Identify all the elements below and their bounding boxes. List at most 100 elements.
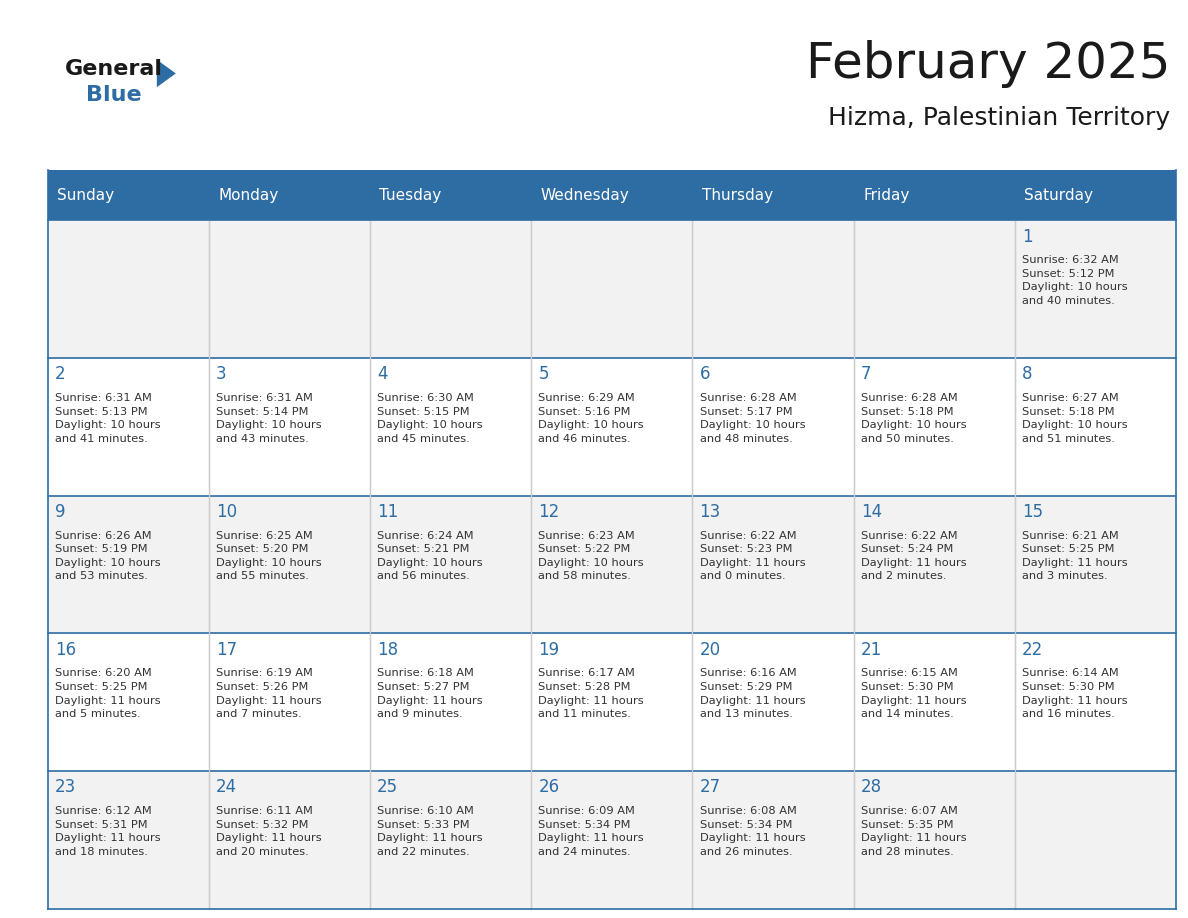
Text: Sunrise: 6:24 AM
Sunset: 5:21 PM
Daylight: 10 hours
and 56 minutes.: Sunrise: 6:24 AM Sunset: 5:21 PM Dayligh… [377,531,482,581]
Text: Blue: Blue [86,84,141,105]
Bar [209,633,369,771]
Bar [209,771,369,909]
Bar [48,633,209,771]
Bar [693,170,854,220]
Bar [48,496,209,633]
Text: Sunrise: 6:22 AM
Sunset: 5:24 PM
Daylight: 11 hours
and 2 minutes.: Sunrise: 6:22 AM Sunset: 5:24 PM Dayligh… [861,531,966,581]
Text: 25: 25 [377,778,398,797]
Bar [854,633,1015,771]
Text: Sunrise: 6:18 AM
Sunset: 5:27 PM
Daylight: 11 hours
and 9 minutes.: Sunrise: 6:18 AM Sunset: 5:27 PM Dayligh… [377,668,482,719]
Text: Sunrise: 6:07 AM
Sunset: 5:35 PM
Daylight: 11 hours
and 28 minutes.: Sunrise: 6:07 AM Sunset: 5:35 PM Dayligh… [861,806,966,856]
Text: 24: 24 [216,778,236,797]
Text: Sunrise: 6:27 AM
Sunset: 5:18 PM
Daylight: 10 hours
and 51 minutes.: Sunrise: 6:27 AM Sunset: 5:18 PM Dayligh… [1022,393,1127,443]
Text: Sunrise: 6:15 AM
Sunset: 5:30 PM
Daylight: 11 hours
and 14 minutes.: Sunrise: 6:15 AM Sunset: 5:30 PM Dayligh… [861,668,966,719]
Text: 9: 9 [55,503,65,521]
Text: February 2025: February 2025 [805,40,1170,88]
Bar [693,358,854,496]
Text: 2: 2 [55,365,65,384]
Bar [48,771,209,909]
Bar [1015,220,1176,358]
Text: Sunrise: 6:12 AM
Sunset: 5:31 PM
Daylight: 11 hours
and 18 minutes.: Sunrise: 6:12 AM Sunset: 5:31 PM Dayligh… [55,806,160,856]
Text: 3: 3 [216,365,227,384]
Text: 11: 11 [377,503,398,521]
Bar [1015,771,1176,909]
Polygon shape [157,60,176,87]
Text: General: General [65,59,163,79]
Bar [531,633,693,771]
Text: Sunrise: 6:20 AM
Sunset: 5:25 PM
Daylight: 11 hours
and 5 minutes.: Sunrise: 6:20 AM Sunset: 5:25 PM Dayligh… [55,668,160,719]
Text: Sunrise: 6:25 AM
Sunset: 5:20 PM
Daylight: 10 hours
and 55 minutes.: Sunrise: 6:25 AM Sunset: 5:20 PM Dayligh… [216,531,322,581]
Text: 28: 28 [861,778,881,797]
Text: Sunrise: 6:31 AM
Sunset: 5:14 PM
Daylight: 10 hours
and 43 minutes.: Sunrise: 6:31 AM Sunset: 5:14 PM Dayligh… [216,393,322,443]
Bar [693,771,854,909]
Bar [693,633,854,771]
Bar [531,771,693,909]
Text: 5: 5 [538,365,549,384]
Text: Sunrise: 6:08 AM
Sunset: 5:34 PM
Daylight: 11 hours
and 26 minutes.: Sunrise: 6:08 AM Sunset: 5:34 PM Dayligh… [700,806,805,856]
Text: 13: 13 [700,503,721,521]
Bar [854,358,1015,496]
Text: 7: 7 [861,365,871,384]
Text: Sunrise: 6:30 AM
Sunset: 5:15 PM
Daylight: 10 hours
and 45 minutes.: Sunrise: 6:30 AM Sunset: 5:15 PM Dayligh… [377,393,482,443]
Text: Sunrise: 6:28 AM
Sunset: 5:17 PM
Daylight: 10 hours
and 48 minutes.: Sunrise: 6:28 AM Sunset: 5:17 PM Dayligh… [700,393,805,443]
Bar [531,496,693,633]
Text: Sunrise: 6:11 AM
Sunset: 5:32 PM
Daylight: 11 hours
and 20 minutes.: Sunrise: 6:11 AM Sunset: 5:32 PM Dayligh… [216,806,322,856]
Text: Sunrise: 6:21 AM
Sunset: 5:25 PM
Daylight: 11 hours
and 3 minutes.: Sunrise: 6:21 AM Sunset: 5:25 PM Dayligh… [1022,531,1127,581]
Bar [854,771,1015,909]
Text: Sunrise: 6:16 AM
Sunset: 5:29 PM
Daylight: 11 hours
and 13 minutes.: Sunrise: 6:16 AM Sunset: 5:29 PM Dayligh… [700,668,805,719]
Text: Tuesday: Tuesday [379,187,442,203]
Bar [369,771,531,909]
Bar [209,496,369,633]
Bar [531,220,693,358]
Bar [369,220,531,358]
Text: 26: 26 [538,778,560,797]
Text: 15: 15 [1022,503,1043,521]
Text: Wednesday: Wednesday [541,187,630,203]
Text: 21: 21 [861,641,881,659]
Text: 20: 20 [700,641,721,659]
Text: Sunrise: 6:10 AM
Sunset: 5:33 PM
Daylight: 11 hours
and 22 minutes.: Sunrise: 6:10 AM Sunset: 5:33 PM Dayligh… [377,806,482,856]
Text: Sunrise: 6:32 AM
Sunset: 5:12 PM
Daylight: 10 hours
and 40 minutes.: Sunrise: 6:32 AM Sunset: 5:12 PM Dayligh… [1022,255,1127,306]
Bar [48,220,209,358]
Text: Friday: Friday [864,187,910,203]
Text: 4: 4 [377,365,387,384]
Bar [1015,496,1176,633]
Text: 22: 22 [1022,641,1043,659]
Text: Sunrise: 6:19 AM
Sunset: 5:26 PM
Daylight: 11 hours
and 7 minutes.: Sunrise: 6:19 AM Sunset: 5:26 PM Dayligh… [216,668,322,719]
Bar [1015,358,1176,496]
Text: 14: 14 [861,503,881,521]
Text: Saturday: Saturday [1024,187,1093,203]
Text: Sunrise: 6:14 AM
Sunset: 5:30 PM
Daylight: 11 hours
and 16 minutes.: Sunrise: 6:14 AM Sunset: 5:30 PM Dayligh… [1022,668,1127,719]
Text: 19: 19 [538,641,560,659]
Text: Sunrise: 6:31 AM
Sunset: 5:13 PM
Daylight: 10 hours
and 41 minutes.: Sunrise: 6:31 AM Sunset: 5:13 PM Dayligh… [55,393,160,443]
Text: Monday: Monday [219,187,278,203]
Bar [854,496,1015,633]
Text: 10: 10 [216,503,236,521]
Bar [531,358,693,496]
Bar [531,170,693,220]
Bar [209,220,369,358]
Bar [693,496,854,633]
Text: Sunrise: 6:29 AM
Sunset: 5:16 PM
Daylight: 10 hours
and 46 minutes.: Sunrise: 6:29 AM Sunset: 5:16 PM Dayligh… [538,393,644,443]
Bar [1015,170,1176,220]
Text: Sunrise: 6:17 AM
Sunset: 5:28 PM
Daylight: 11 hours
and 11 minutes.: Sunrise: 6:17 AM Sunset: 5:28 PM Dayligh… [538,668,644,719]
Text: 27: 27 [700,778,721,797]
Text: 12: 12 [538,503,560,521]
Bar [854,220,1015,358]
Text: Hizma, Palestinian Territory: Hizma, Palestinian Territory [828,106,1170,129]
Text: 6: 6 [700,365,710,384]
Text: Sunday: Sunday [57,187,114,203]
Bar [369,496,531,633]
Text: 8: 8 [1022,365,1032,384]
Text: 16: 16 [55,641,76,659]
Text: 1: 1 [1022,228,1032,246]
Bar [854,170,1015,220]
Bar [369,170,531,220]
Text: Sunrise: 6:09 AM
Sunset: 5:34 PM
Daylight: 11 hours
and 24 minutes.: Sunrise: 6:09 AM Sunset: 5:34 PM Dayligh… [538,806,644,856]
Bar [369,358,531,496]
Bar [1015,633,1176,771]
Text: Sunrise: 6:23 AM
Sunset: 5:22 PM
Daylight: 10 hours
and 58 minutes.: Sunrise: 6:23 AM Sunset: 5:22 PM Dayligh… [538,531,644,581]
Bar [209,358,369,496]
Text: Sunrise: 6:28 AM
Sunset: 5:18 PM
Daylight: 10 hours
and 50 minutes.: Sunrise: 6:28 AM Sunset: 5:18 PM Dayligh… [861,393,966,443]
Text: Sunrise: 6:22 AM
Sunset: 5:23 PM
Daylight: 11 hours
and 0 minutes.: Sunrise: 6:22 AM Sunset: 5:23 PM Dayligh… [700,531,805,581]
